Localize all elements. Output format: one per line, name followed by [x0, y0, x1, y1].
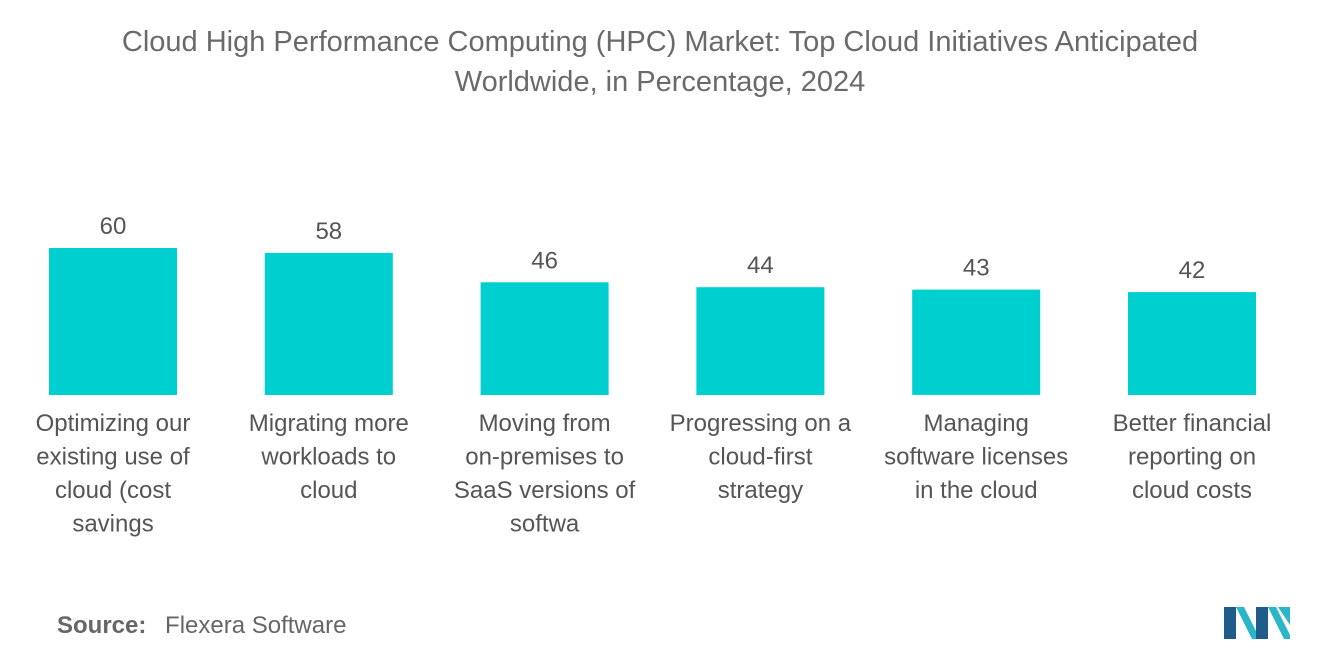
category-label-line: Managing: [923, 410, 1028, 437]
category-label-line: softwa: [510, 511, 580, 538]
mordor-intelligence-logo: [1224, 607, 1290, 639]
category-label-line: strategy: [718, 477, 803, 504]
category-label-line: reporting on: [1128, 444, 1256, 471]
data-label-4: 44: [747, 252, 774, 279]
category-label-line: Migrating more: [249, 410, 409, 437]
bar-6: [1128, 292, 1256, 395]
data-label-2: 58: [315, 218, 342, 245]
category-label-line: Progressing on a: [670, 410, 852, 437]
category-label-line: software licenses: [884, 444, 1068, 471]
bar-chart: 60 Optimizing our existing use of cloud (co…: [36, 213, 1272, 538]
category-label-3: Moving from on-premises to SaaS versions o…: [454, 410, 636, 538]
chart-title-line-1: Cloud High Performance Computing (HPC) M…: [121, 26, 1199, 58]
data-label-5: 43: [963, 255, 990, 282]
category-label-line: Optimizing our: [36, 410, 191, 437]
category-label-line: SaaS versions of: [454, 477, 636, 504]
category-label-line: cloud: [300, 477, 357, 504]
category-label-2: Migrating more workloads to cloud: [249, 410, 409, 504]
bar-3: [480, 282, 609, 395]
category-label-line: cloud costs: [1132, 477, 1252, 504]
data-label-1: 60: [100, 213, 127, 240]
bar-1: [49, 248, 177, 395]
category-label-line: savings: [72, 511, 153, 538]
category-label-4: Progressing on a cloud-first strategy: [670, 410, 852, 504]
source-value: Flexera Software: [165, 612, 347, 639]
bar-5: [912, 289, 1041, 395]
category-label-line: Moving from: [479, 410, 611, 437]
category-label-5: Managing software licenses in the cloud: [884, 410, 1068, 504]
data-label-6: 42: [1179, 257, 1206, 284]
source-label: Source:: [57, 612, 147, 639]
source-note: Source: Flexera Software: [57, 612, 346, 640]
category-label-line: on-premises to: [465, 444, 624, 471]
category-label-6: Better financial reporting on cloud costs: [1113, 410, 1272, 504]
category-label-line: cloud (cost: [55, 477, 171, 504]
bar-4: [696, 287, 825, 395]
category-label-line: cloud-first: [708, 444, 812, 471]
category-label-line: Better financial: [1113, 410, 1272, 437]
category-label-line: existing use of: [36, 444, 190, 471]
category-label-line: workloads to: [260, 444, 396, 471]
data-label-3: 46: [531, 247, 558, 274]
category-label-line: in the cloud: [915, 477, 1038, 504]
bar-2: [264, 252, 393, 395]
category-label-1: Optimizing our existing use of cloud (cost…: [36, 410, 191, 538]
chart-title-line-2: Worldwide, in Percentage, 2024: [454, 66, 866, 98]
chart-title: Cloud High Performance Computing (HPC) M…: [0, 22, 1320, 102]
